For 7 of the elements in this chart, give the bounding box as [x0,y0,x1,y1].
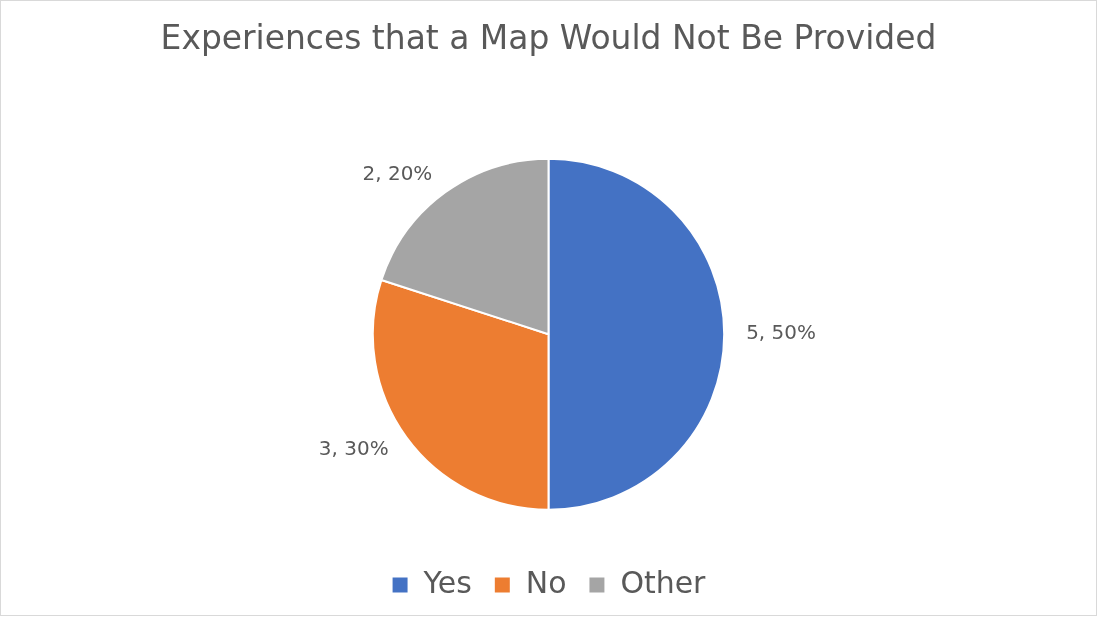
legend-label: Other [620,564,707,600]
data-label: 2, 20% [362,160,433,185]
data-label: 3, 30% [318,436,389,461]
data-label: 5, 50% [746,320,816,345]
legend-label: No [525,564,567,600]
chart-title: Experiences that a Map Would Not Be Provided [160,18,937,58]
legend-label: Yes [422,564,472,600]
